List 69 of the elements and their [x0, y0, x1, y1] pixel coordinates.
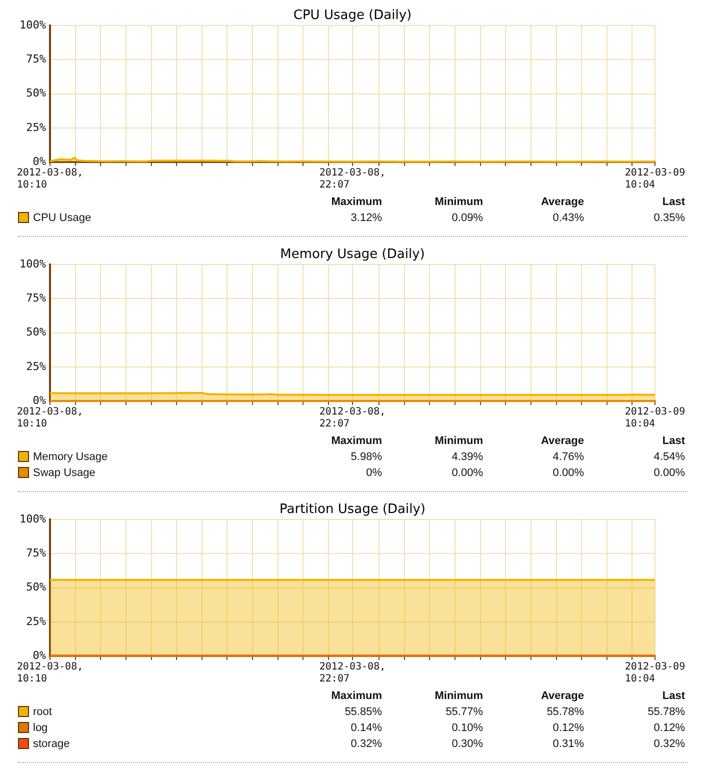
text: 0.35% [652, 211, 685, 226]
text: Average [540, 689, 584, 704]
text: Maximum [330, 195, 382, 210]
legend-label: root [33, 706, 52, 718]
y-tick-label: 50% [26, 326, 46, 339]
text: 0.10% [450, 721, 483, 736]
chart-title: Partition Usage (Daily) [280, 502, 426, 518]
text: Minimum [434, 689, 483, 704]
legend-label: Swap Usage [33, 467, 96, 479]
y-tick-label: 75% [26, 292, 46, 305]
y-tick-label: 0% [32, 648, 46, 662]
y-tick-label: 0% [32, 154, 46, 168]
text: 0.43% [552, 211, 584, 226]
x-tick-label: 2012-03-09 10:04 [624, 662, 686, 685]
text: 4.76% [552, 450, 584, 465]
y-tick-label: 25% [26, 614, 46, 628]
text: Last [661, 689, 685, 704]
x-tick-label: 2012-03-08, 10:10 [16, 662, 84, 685]
x-tick-label: 2012-03-08, 22:07 [319, 662, 386, 685]
x-tick-label: 2012-03-08, 10:10 [16, 168, 84, 191]
legend-label: CPU Usage [33, 212, 92, 224]
text: 0.32% [350, 737, 382, 752]
text: 5.98% [350, 450, 382, 465]
text: 55.78% [546, 705, 584, 720]
x-tick-label: 2012-03-08, 22:07 [319, 168, 386, 191]
text: 0.00% [450, 466, 483, 481]
chart-title: Memory Usage (Daily) [280, 247, 425, 262]
text: 55.77% [444, 705, 483, 720]
text: Minimum [434, 195, 483, 210]
text: Maximum [330, 434, 382, 449]
text: 3.12% [350, 211, 382, 226]
text: Minimum [434, 434, 483, 449]
x-tick-label: 2012-03-08, 22:07 [319, 406, 386, 430]
text: 0.32% [652, 737, 685, 752]
legend-label: Memory Usage [33, 451, 108, 463]
x-tick-label: 2012-03-09 10:04 [624, 406, 686, 430]
y-tick-label: 100% [20, 18, 46, 32]
text: Average [540, 195, 584, 210]
y-tick-label: 50% [26, 580, 46, 594]
text: 0.00% [652, 466, 685, 481]
y-tick-label: 75% [26, 52, 46, 66]
y-tick-label: 100% [20, 512, 46, 526]
text: 0.12% [552, 721, 584, 736]
text: 4.54% [652, 450, 685, 465]
y-tick-label: 75% [26, 546, 46, 560]
text: Average [540, 434, 584, 449]
text: 55.78% [646, 705, 685, 720]
y-tick-label: 100% [20, 257, 46, 270]
text: 0.12% [652, 721, 685, 736]
text: 0.31% [552, 737, 584, 752]
legend-label: log [33, 722, 48, 734]
text: Last [661, 434, 685, 449]
y-tick-label: 0% [32, 394, 46, 407]
text: Last [661, 195, 685, 210]
x-tick-label: 2012-03-09 10:04 [624, 168, 686, 191]
text: 0.14% [350, 721, 382, 736]
y-tick-label: 50% [26, 86, 46, 100]
text: 0.30% [450, 737, 483, 752]
chart-title: CPU Usage (Daily) [293, 8, 412, 24]
text: 55.85% [344, 705, 382, 720]
y-tick-label: 25% [26, 120, 46, 134]
x-tick-label: 2012-03-08, 10:10 [16, 406, 84, 430]
text: Maximum [330, 689, 382, 704]
text: 4.39% [450, 450, 483, 465]
text: 0% [365, 466, 382, 481]
text: 0.00% [552, 466, 584, 481]
y-tick-label: 25% [26, 360, 46, 373]
legend-label: storage [33, 738, 70, 750]
text: 0.09% [450, 211, 483, 226]
